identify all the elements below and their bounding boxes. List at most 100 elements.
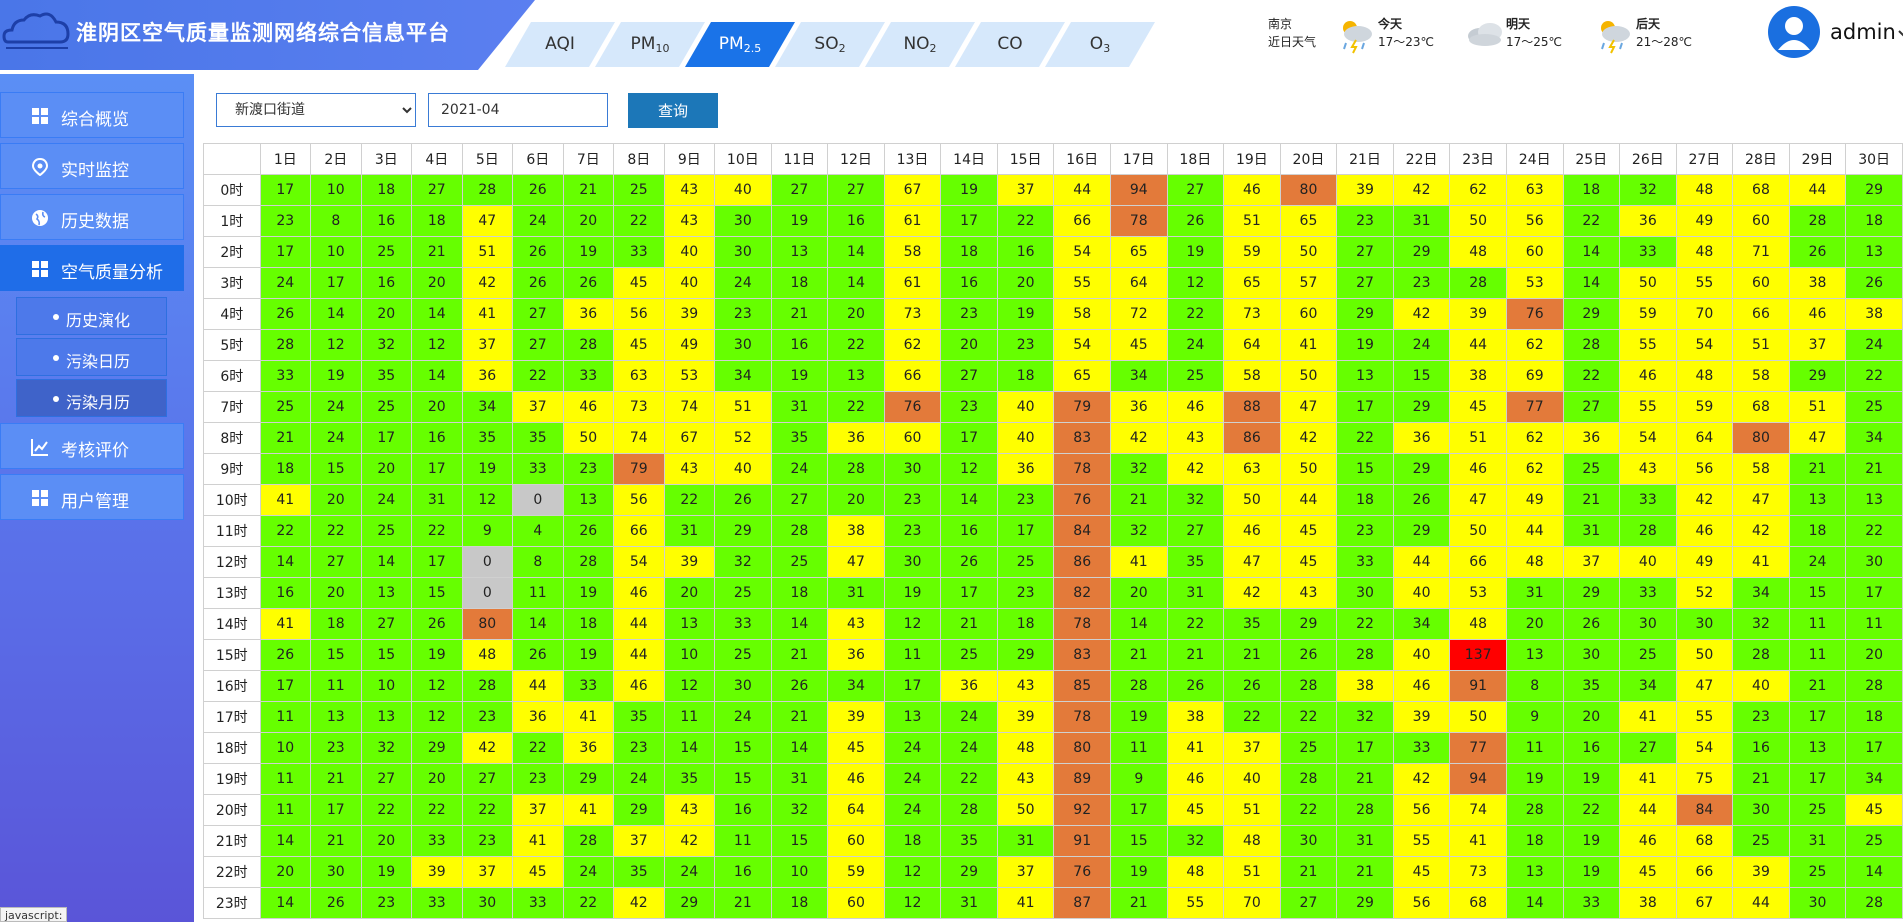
data-cell[interactable]: 27 [1336, 236, 1394, 268]
data-cell[interactable]: 51 [714, 391, 772, 423]
data-cell[interactable]: 33 [562, 670, 615, 702]
data-cell[interactable]: 28 [827, 453, 885, 485]
data-cell[interactable]: 77 [1449, 732, 1507, 764]
data-cell[interactable]: 24 [883, 732, 942, 764]
data-cell[interactable]: 32 [360, 732, 413, 764]
data-cell[interactable]: 41 [996, 887, 1055, 919]
data-cell[interactable]: 40 [1619, 546, 1677, 578]
data-cell[interactable]: 53 [663, 360, 716, 392]
data-cell[interactable]: 33 [562, 360, 615, 392]
data-cell[interactable]: 19 [310, 360, 362, 392]
data-cell[interactable]: 23 [259, 205, 312, 237]
data-cell[interactable]: 19 [360, 856, 413, 888]
data-cell[interactable]: 32 [1732, 608, 1790, 640]
data-cell[interactable]: 23 [883, 484, 942, 516]
data-cell[interactable]: 50 [1279, 360, 1338, 392]
data-cell[interactable]: 10 [310, 174, 362, 206]
data-cell[interactable]: 34 [1845, 763, 1903, 795]
data-cell[interactable]: 31 [827, 577, 885, 609]
data-cell[interactable]: 21 [411, 236, 463, 268]
data-cell[interactable]: 44 [1392, 546, 1451, 578]
data-cell[interactable]: 28 [1449, 267, 1507, 299]
sidebar-item-assessment[interactable]: 考核评价 [0, 423, 184, 469]
data-cell[interactable]: 14 [827, 267, 885, 299]
data-cell[interactable]: 42 [1110, 422, 1168, 454]
data-cell[interactable]: 94 [1449, 763, 1507, 795]
data-cell[interactable]: 22 [1279, 701, 1338, 733]
data-cell[interactable]: 38 [1788, 267, 1847, 299]
data-cell[interactable]: 8 [1505, 670, 1564, 702]
data-cell[interactable]: 31 [1505, 577, 1564, 609]
data-cell[interactable]: 18 [411, 205, 463, 237]
data-cell[interactable]: 60 [827, 825, 885, 857]
data-cell[interactable]: 40 [714, 174, 772, 206]
data-cell[interactable]: 33 [512, 887, 564, 919]
data-cell[interactable]: 56 [1392, 794, 1451, 826]
data-cell[interactable]: 27 [1166, 174, 1225, 206]
data-cell[interactable]: 47 [827, 546, 885, 578]
data-cell[interactable]: 21 [1279, 856, 1338, 888]
data-cell[interactable]: 78 [1053, 608, 1111, 640]
data-cell[interactable]: 39 [827, 701, 885, 733]
data-cell[interactable]: 22 [1336, 422, 1394, 454]
data-cell[interactable]: 27 [1619, 732, 1677, 764]
data-cell[interactable]: 17 [1788, 763, 1847, 795]
data-cell[interactable]: 40 [1392, 639, 1451, 671]
data-cell[interactable]: 46 [1223, 174, 1281, 206]
data-cell[interactable]: 21 [940, 608, 998, 640]
data-cell[interactable]: 25 [1788, 856, 1847, 888]
data-cell[interactable]: 16 [714, 794, 772, 826]
data-cell[interactable]: 18 [996, 608, 1055, 640]
data-cell[interactable]: 14 [1110, 608, 1168, 640]
data-cell[interactable]: 26 [1223, 670, 1281, 702]
data-cell[interactable]: 17 [1845, 732, 1903, 764]
data-cell[interactable]: 0 [512, 484, 564, 516]
data-cell[interactable]: 11 [259, 701, 312, 733]
data-cell[interactable]: 18 [1562, 174, 1621, 206]
data-cell[interactable]: 22 [512, 360, 564, 392]
data-cell[interactable]: 29 [996, 639, 1055, 671]
data-cell[interactable]: 43 [996, 670, 1055, 702]
data-cell[interactable]: 22 [1166, 608, 1225, 640]
data-cell[interactable]: 32 [714, 546, 772, 578]
data-cell[interactable]: 35 [613, 856, 665, 888]
data-cell[interactable]: 35 [613, 701, 665, 733]
data-cell[interactable]: 28 [1562, 329, 1621, 361]
data-cell[interactable]: 25 [1619, 639, 1677, 671]
data-cell[interactable]: 47 [1675, 670, 1734, 702]
data-cell[interactable]: 25 [940, 639, 998, 671]
data-cell[interactable]: 68 [1732, 174, 1790, 206]
data-cell[interactable]: 26 [512, 174, 564, 206]
data-cell[interactable]: 48 [1675, 236, 1734, 268]
data-cell[interactable]: 14 [310, 298, 362, 330]
data-cell[interactable]: 60 [827, 887, 885, 919]
data-cell[interactable]: 32 [1110, 453, 1168, 485]
data-cell[interactable]: 41 [562, 794, 615, 826]
data-cell[interactable]: 42 [1392, 298, 1451, 330]
data-cell[interactable]: 67 [883, 174, 942, 206]
data-cell[interactable]: 0 [461, 577, 514, 609]
data-cell[interactable]: 22 [461, 794, 514, 826]
data-cell[interactable]: 20 [827, 484, 885, 516]
data-cell[interactable]: 22 [411, 515, 463, 547]
data-cell[interactable]: 46 [1392, 670, 1451, 702]
data-cell[interactable]: 14 [1845, 856, 1903, 888]
data-cell[interactable]: 41 [1449, 825, 1507, 857]
data-cell[interactable]: 35 [1223, 608, 1281, 640]
data-cell[interactable]: 15 [411, 577, 463, 609]
data-cell[interactable]: 46 [1619, 825, 1677, 857]
data-cell[interactable]: 31 [1166, 577, 1225, 609]
data-cell[interactable]: 11 [1110, 732, 1168, 764]
sidebar-item-realtime[interactable]: 实时监控 [0, 143, 184, 189]
data-cell[interactable]: 46 [1166, 763, 1225, 795]
data-cell[interactable]: 58 [1053, 298, 1111, 330]
data-cell[interactable]: 84 [1675, 794, 1734, 826]
data-cell[interactable]: 27 [1166, 515, 1225, 547]
data-cell[interactable]: 28 [259, 329, 312, 361]
data-cell[interactable]: 45 [1166, 794, 1225, 826]
data-cell[interactable]: 76 [1505, 298, 1564, 330]
data-cell[interactable]: 54 [1675, 732, 1734, 764]
data-cell[interactable]: 16 [1732, 732, 1790, 764]
data-cell[interactable]: 92 [1053, 794, 1111, 826]
data-cell[interactable]: 20 [562, 205, 615, 237]
